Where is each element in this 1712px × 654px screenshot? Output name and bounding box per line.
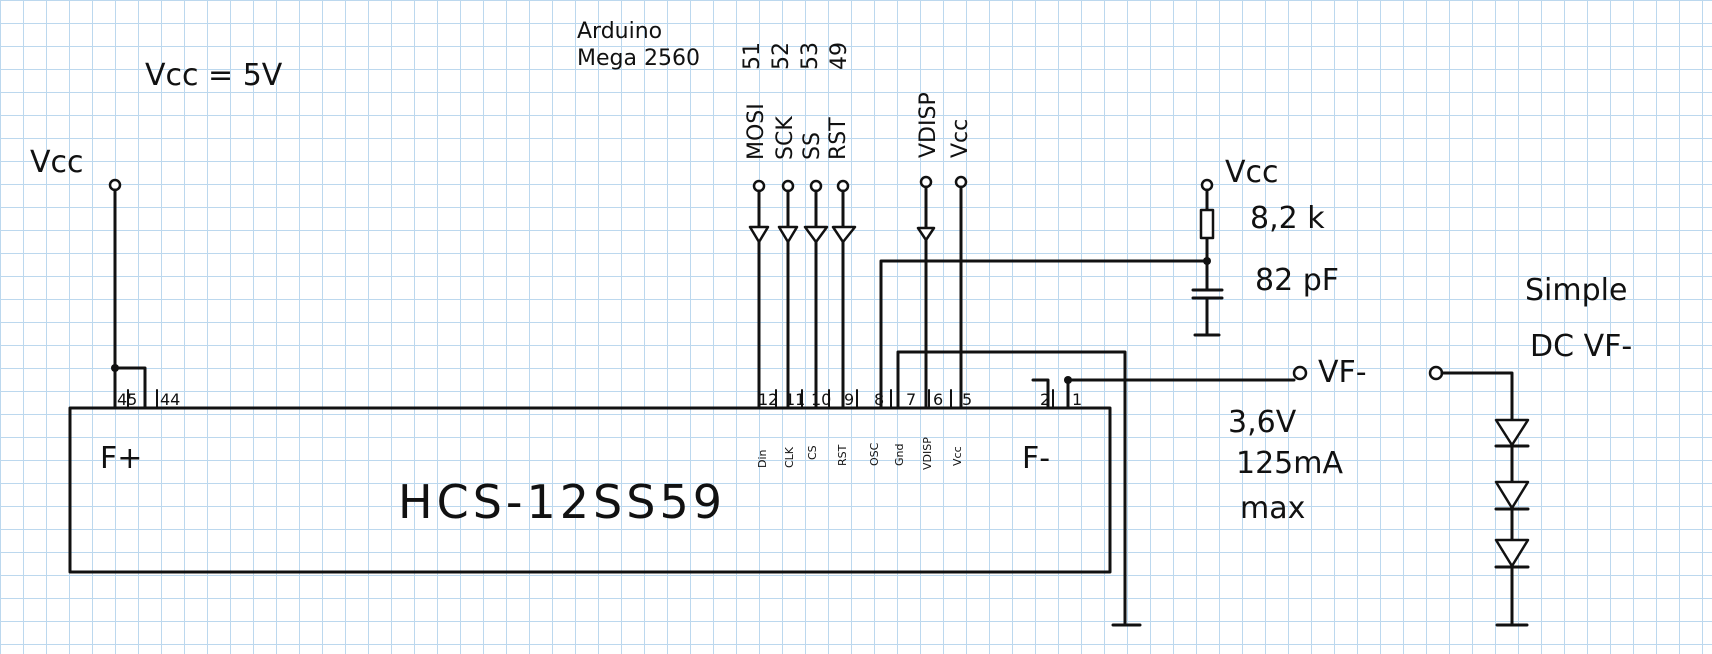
- capacitor-value-label: 82 pF: [1255, 263, 1339, 298]
- simple-label: Simple: [1525, 273, 1627, 308]
- arduino-pin-53: 53: [798, 42, 823, 70]
- f-minus-junction-dot: [1064, 376, 1072, 384]
- vcc-rc-label: Vcc: [1225, 155, 1279, 190]
- pin-separators: [127, 389, 1054, 409]
- pin-function-rst: RST: [836, 444, 849, 466]
- osc-wire: [879, 259, 1209, 410]
- arduino-pin-49: 49: [827, 42, 852, 70]
- pin-number-9: 9: [844, 390, 854, 409]
- vcc-junction-dot: [111, 364, 119, 372]
- pin-function-clk: CLK: [783, 446, 796, 468]
- signal-rst-label: RST: [826, 117, 851, 160]
- dc-vf-label: DC VF-: [1530, 329, 1632, 364]
- pin-number-1: 1: [1072, 390, 1082, 409]
- signal-mosi-label: MOSI: [744, 103, 769, 160]
- chip-name-label: HCS-12SS59: [398, 475, 726, 529]
- vdisp-top-label: VDISP: [916, 92, 941, 158]
- rc-junction-dot: [1203, 257, 1211, 265]
- pin-function-gnd: Gnd: [893, 444, 906, 466]
- vf-minus-terminal: [1292, 365, 1308, 381]
- vcc-left-label: Vcc: [30, 145, 84, 180]
- diode-2-icon: [1494, 480, 1530, 510]
- pin-function-din: Din: [756, 449, 769, 468]
- supply-voltage-label: 3,6V: [1228, 405, 1297, 440]
- capacitor-icon: [1191, 288, 1224, 337]
- f-plus-label: F+: [100, 441, 142, 476]
- vcc-equals-5v-label: Vcc = 5V: [145, 58, 283, 93]
- pin-number-12: 12: [758, 390, 778, 409]
- vcc-left-wire: [113, 188, 147, 410]
- pin-number-2: 2: [1040, 390, 1050, 409]
- chip-body: [68, 406, 1112, 574]
- f-minus-label: F-: [1022, 441, 1050, 476]
- pin-number-45: 45: [117, 390, 137, 409]
- pin-number-11: 11: [785, 390, 805, 409]
- pin-number-10: 10: [811, 390, 831, 409]
- arduino-pin-51: 51: [740, 42, 765, 70]
- vf-minus-label: VF-: [1318, 355, 1367, 390]
- vdisp-buffer-icon: [916, 226, 936, 242]
- mega-2560-label: Mega 2560: [577, 46, 700, 71]
- pin-number-44: 44: [160, 390, 180, 409]
- supply-max-label: max: [1240, 491, 1305, 526]
- diode-string-terminal: [1428, 365, 1444, 381]
- diode-string-wire: [1440, 371, 1514, 627]
- ss-buffer-icon: [803, 225, 829, 244]
- supply-current-label: 125mA: [1236, 446, 1343, 481]
- pin-function-vcc: Vcc: [951, 446, 964, 466]
- signal-sck-label: SCK: [773, 116, 798, 160]
- signal-ss-label: SS: [800, 132, 825, 160]
- pin-number-6: 6: [933, 390, 943, 409]
- pin-function-cs: CS: [806, 445, 819, 460]
- vcc-top-label: Vcc: [948, 119, 973, 158]
- diode-1-icon: [1494, 418, 1530, 447]
- sck-buffer-icon: [777, 225, 799, 244]
- rst-buffer-icon: [831, 225, 857, 244]
- pin-number-7: 7: [906, 390, 916, 409]
- pin-function-osc: OSC: [868, 442, 881, 466]
- diode-3-icon: [1494, 538, 1530, 568]
- resistor-icon: [1199, 208, 1215, 240]
- arduino-label: Arduino: [577, 19, 662, 44]
- mosi-buffer-icon: [748, 225, 770, 244]
- gnd-wire: [896, 350, 1127, 627]
- pin-number-8: 8: [874, 390, 884, 409]
- pin-number-5: 5: [962, 390, 972, 409]
- resistor-value-label: 8,2 k: [1250, 201, 1325, 236]
- pin-function-vdisp: VDISP: [921, 437, 934, 470]
- arduino-pin-52: 52: [769, 42, 794, 70]
